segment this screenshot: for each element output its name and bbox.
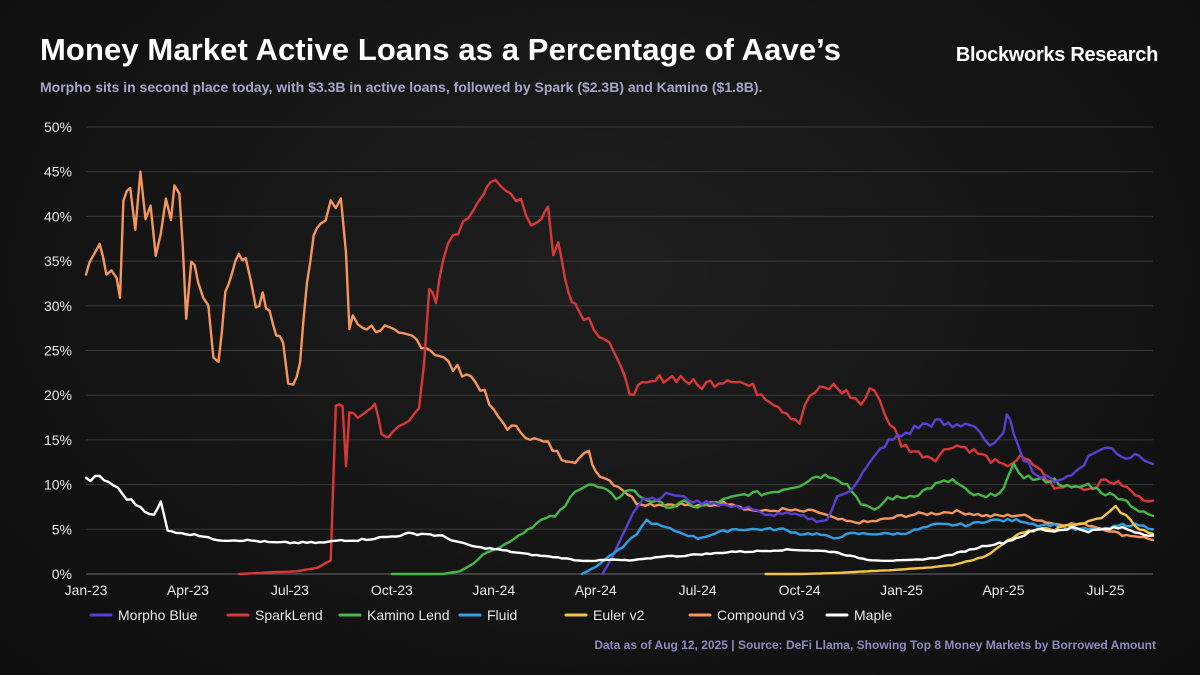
x-tick-label: Jul-24 — [679, 582, 717, 598]
x-tick-label: Apr-25 — [982, 582, 1024, 598]
x-tick-label: Apr-23 — [167, 582, 209, 598]
series-line-morpho-blue — [601, 413, 1155, 576]
legend-label-sparklend: SparkLend — [255, 607, 323, 623]
x-tick-label: Jul-25 — [1086, 582, 1124, 598]
legend-label-kamino-lend: Kamino Lend — [367, 607, 450, 623]
series-line-euler-v2 — [764, 504, 1155, 576]
chart-subtitle: Morpho sits in second place today, with … — [40, 79, 763, 95]
y-tick-label: 50% — [44, 119, 72, 135]
x-axis-ticks: Jan-23 Apr-23 Jul-23 Oct-23 Jan-24 Apr-24 Jul-… — [65, 582, 1125, 598]
series-line-maple — [84, 474, 1155, 563]
legend-label-fluid: Fluid — [487, 607, 517, 623]
legend-label-maple: Maple — [854, 607, 892, 623]
x-tick-label: Jul-23 — [271, 582, 309, 598]
legend-label-morpho-blue: Morpho Blue — [118, 607, 198, 623]
brand-logo-text: Blockworks Research — [955, 44, 1158, 66]
y-tick-label: 20% — [44, 387, 72, 403]
x-tick-label: Oct-23 — [371, 582, 413, 598]
series-line-kamino-lend — [390, 462, 1155, 576]
legend-label-euler-v2: Euler v2 — [593, 607, 645, 623]
y-tick-label: 35% — [44, 253, 72, 269]
x-tick-label: Oct-24 — [779, 582, 821, 598]
legend-label-compound-v3: Compound v3 — [717, 607, 804, 623]
y-tick-label: 15% — [44, 432, 72, 448]
x-tick-label: Jan-23 — [65, 582, 108, 598]
y-tick-label: 10% — [44, 477, 72, 493]
y-axis-ticks: 0% 5% 10% 15% 20% 25% 30% 35% 40% 45% 50% — [44, 119, 72, 582]
source-footnote: Data as of Aug 12, 2025 | Source: DeFi L… — [594, 638, 1156, 652]
y-tick-label: 5% — [52, 521, 72, 537]
y-tick-label: 40% — [44, 208, 72, 224]
x-tick-label: Jan-25 — [880, 582, 923, 598]
chart-title: Money Market Active Loans as a Percentag… — [40, 32, 842, 67]
series-line-compound-v3 — [84, 170, 1155, 542]
legend: Morpho Blue SparkLend Kamino Lend Fluid Eule… — [89, 607, 892, 623]
series-line-sparklend — [237, 178, 1155, 576]
y-tick-label: 30% — [44, 298, 72, 314]
y-tick-label: 25% — [44, 343, 72, 359]
grid-lines — [86, 126, 1153, 575]
y-tick-label: 45% — [44, 164, 72, 180]
series-lines — [84, 170, 1155, 576]
series-line-fluid — [580, 517, 1155, 576]
x-tick-label: Apr-24 — [575, 582, 617, 598]
x-tick-label: Jan-24 — [472, 582, 515, 598]
y-tick-label: 0% — [52, 566, 72, 582]
